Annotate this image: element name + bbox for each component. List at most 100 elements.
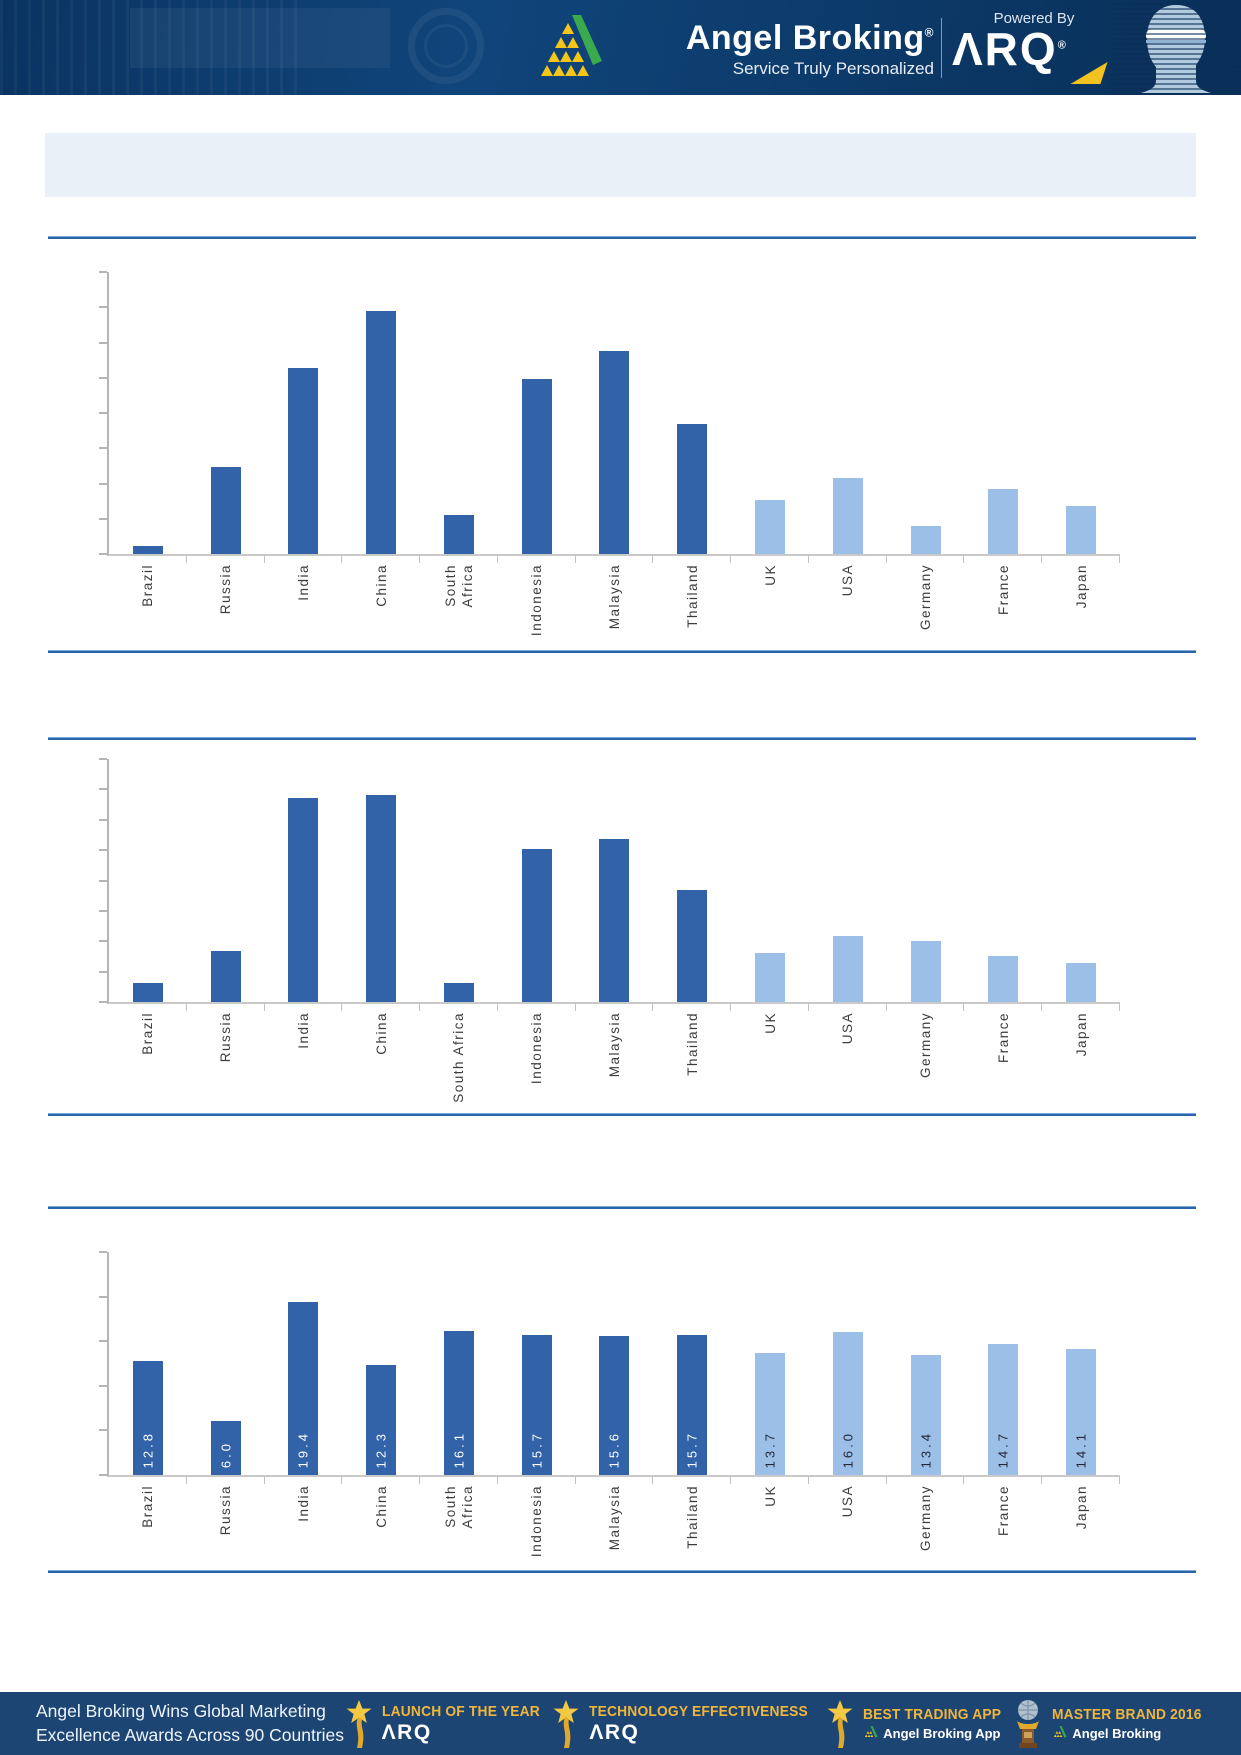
x-axis-tick — [652, 1476, 654, 1484]
y-axis-tick — [99, 412, 107, 414]
bar-value-label: 15.7 — [684, 1430, 700, 1468]
bar-malaysia — [599, 350, 630, 554]
separator-line — [48, 650, 1196, 653]
category-slot: Indonesia — [498, 272, 576, 636]
x-axis-label: Russia — [218, 564, 234, 615]
bar-value-label: 13.7 — [762, 1430, 778, 1468]
category-slot: Japan — [1042, 272, 1120, 608]
x-axis-label: Indonesia — [529, 564, 545, 637]
footer-awards-bar: Angel Broking Wins Global Marketing Exce… — [0, 1692, 1241, 1755]
category-slot: Germany — [887, 759, 965, 1078]
footer-headline-line1: Angel Broking Wins Global Marketing — [36, 1700, 326, 1721]
bar-china — [366, 795, 397, 1002]
category-slot: India — [265, 759, 343, 1049]
y-axis-tick — [99, 940, 107, 943]
x-axis-tick — [496, 1476, 498, 1484]
award-subtitle-text: Angel Broking — [1072, 1726, 1162, 1741]
x-axis-tick — [963, 555, 965, 563]
x-axis-tick — [419, 1476, 421, 1484]
bar-value-label: 13.4 — [918, 1430, 934, 1468]
y-axis-tick — [99, 909, 107, 912]
award-subtitle-arq: ΛRQ — [381, 1720, 432, 1744]
title-bar — [45, 133, 1196, 197]
category-slot: 15.7 Indonesia — [498, 1252, 576, 1557]
category-slot: UK — [731, 272, 809, 586]
category-slot: Germany — [887, 272, 965, 630]
bar-uk — [755, 953, 785, 1002]
chart-bars: Brazil Russia India China South Africa Indones… — [109, 272, 1120, 636]
x-axis-label: South Africa — [442, 564, 475, 608]
bar-value-label: 12.3 — [373, 1430, 389, 1468]
award-badge: TECHNOLOGY EFFECTIVENESS ΛRQ — [553, 1699, 827, 1748]
category-slot: 6.0 Russia — [187, 1252, 265, 1535]
y-axis-tick — [99, 517, 107, 520]
chart-bars: 12.8 Brazil 6.0 Russia 19.4 India 12.3 China 16.… — [109, 1252, 1120, 1557]
category-slot: France — [964, 759, 1043, 1063]
footer-headline-line2: Excellence Awards Across 90 Countries — [36, 1724, 345, 1745]
category-slot: Russia — [187, 759, 265, 1062]
x-axis-label: Malaysia — [606, 1012, 622, 1078]
bar-germany — [910, 941, 941, 1002]
award-title: LAUNCH OF THE YEAR — [381, 1702, 540, 1720]
x-axis-tick — [574, 1003, 576, 1011]
x-axis-tick — [963, 1476, 965, 1484]
x-axis-label: Russia — [218, 1012, 234, 1063]
category-slot: 16.0 USA — [809, 1252, 887, 1517]
x-axis-tick — [652, 555, 654, 563]
category-slot: UK — [731, 759, 809, 1034]
x-axis-label: Japan — [1073, 1485, 1089, 1530]
bar-germany — [910, 525, 941, 554]
brand-name: Angel Broking® — [685, 19, 934, 57]
x-axis-label: France — [995, 1485, 1011, 1537]
category-slot: India — [265, 272, 343, 601]
y-axis-tick — [99, 970, 107, 973]
bar-south-africa: 16.1 — [443, 1331, 474, 1475]
award-title: TECHNOLOGY EFFECTIVENESS — [589, 1702, 809, 1720]
bar-japan — [1066, 963, 1097, 1002]
category-slot: China — [342, 272, 421, 607]
category-slot: 13.7 UK — [731, 1252, 809, 1507]
header-divider — [941, 18, 942, 78]
x-axis-tick — [652, 1003, 654, 1011]
y-axis-tick — [99, 788, 107, 791]
category-slot: 12.3 China — [342, 1252, 421, 1528]
x-axis-tick — [263, 555, 265, 563]
x-axis-tick — [496, 1003, 498, 1011]
bar-value-label: 15.7 — [529, 1430, 545, 1468]
angel-broking-logo-icon — [541, 15, 602, 76]
bar-france — [988, 489, 1019, 554]
x-axis-tick — [341, 1476, 343, 1484]
x-axis-tick — [730, 555, 732, 563]
x-axis-label: Thailand — [684, 1012, 700, 1076]
header-texture — [130, 8, 390, 68]
bar-value-label: 15.6 — [606, 1430, 622, 1468]
x-axis-tick — [1118, 555, 1120, 563]
bar-japan — [1066, 506, 1097, 554]
y-axis-tick — [99, 306, 107, 309]
bar-chart-3: 12.8 Brazil 6.0 Russia 19.4 India 12.3 China 16.… — [48, 1251, 1196, 1582]
footer-headline: Angel Broking Wins Global Marketing Exce… — [36, 1700, 346, 1747]
bar-russia: 6.0 — [210, 1421, 241, 1475]
category-slot: Brazil — [109, 759, 187, 1055]
y-axis-tick — [99, 1384, 107, 1387]
category-slot: 19.4 India — [265, 1252, 343, 1522]
bar-india — [288, 367, 319, 554]
head-scanline-overlay — [1111, 0, 1241, 95]
bar-brazil: 12.8 — [132, 1360, 163, 1475]
y-axis-tick — [99, 376, 107, 379]
star-trophy-icon — [827, 1699, 853, 1748]
bar-value-label: 12.8 — [140, 1430, 156, 1468]
bar-indonesia — [521, 848, 552, 1002]
x-axis-label: Brazil — [140, 1485, 156, 1528]
y-axis-tick — [99, 849, 107, 852]
award-text: TECHNOLOGY EFFECTIVENESS ΛRQ — [589, 1703, 827, 1745]
star-trophy-icon — [346, 1699, 372, 1748]
bar-value-label: 16.1 — [451, 1430, 467, 1468]
x-axis-tick — [807, 1003, 809, 1011]
x-axis-label: Brazil — [140, 564, 156, 607]
x-axis-tick — [574, 1476, 576, 1484]
category-slot: 16.1 South Africa — [420, 1252, 498, 1529]
award-subtitle-brand: Angel Broking App — [863, 1726, 1013, 1741]
x-axis-label: UK — [762, 564, 778, 586]
x-axis-label: Brazil — [140, 1012, 156, 1055]
